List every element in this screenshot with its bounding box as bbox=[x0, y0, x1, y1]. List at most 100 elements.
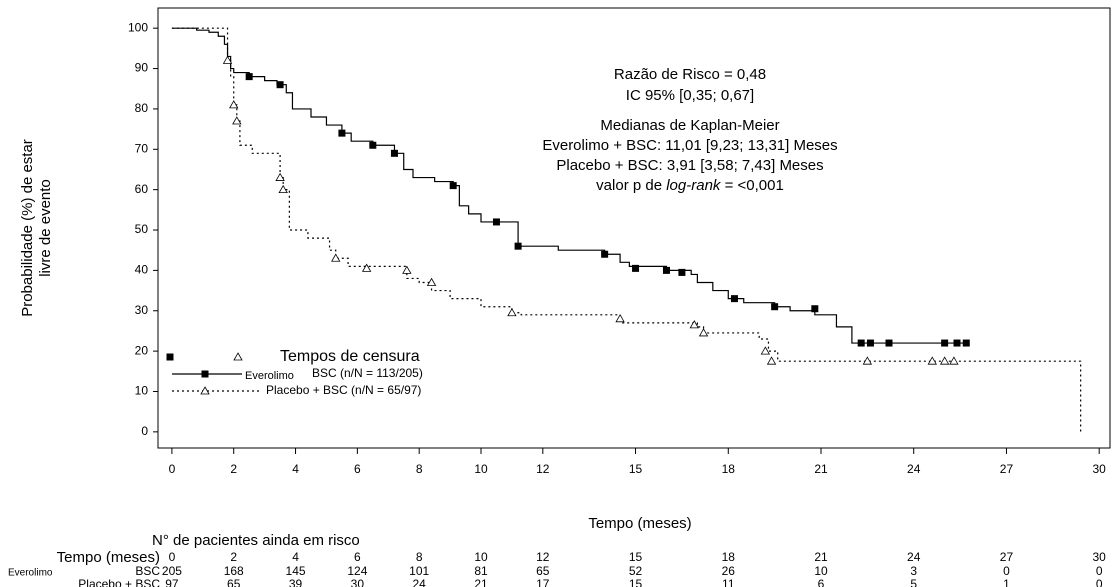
survival-curve bbox=[171, 27, 970, 344]
y-tick-label: 20 bbox=[135, 343, 149, 357]
survival-curve bbox=[171, 27, 1082, 432]
censor-mark bbox=[689, 320, 699, 329]
risk-table-row-label: Everolimo bbox=[8, 568, 53, 579]
x-tick-label: 27 bbox=[1000, 462, 1014, 476]
censor-mark bbox=[866, 339, 874, 347]
risk-table-time: 0 bbox=[169, 550, 176, 564]
x-tick-label: 18 bbox=[722, 462, 736, 476]
risk-table-count: 15 bbox=[629, 577, 643, 587]
risk-table-count: 0 bbox=[1096, 564, 1103, 578]
risk-table-count: 21 bbox=[474, 577, 488, 587]
risk-table-row-label: Placebo + BSC bbox=[78, 577, 160, 587]
risk-table-count: 65 bbox=[536, 564, 550, 578]
x-tick-label: 30 bbox=[1093, 462, 1107, 476]
risk-table-time: 30 bbox=[1093, 550, 1107, 564]
y-axis-label: livre de evento bbox=[37, 179, 54, 277]
risk-table-count: 124 bbox=[347, 564, 367, 578]
annotation: Razão de Risco = 0,48 bbox=[614, 66, 766, 83]
risk-table-time: 6 bbox=[354, 550, 361, 564]
legend-label: BSC (n/N = 113/205) bbox=[312, 366, 423, 380]
risk-table-row-label: BSC bbox=[135, 564, 160, 578]
censor-mark bbox=[331, 253, 341, 262]
risk-table-count: 39 bbox=[289, 577, 303, 587]
risk-table-count: 97 bbox=[165, 577, 179, 587]
risk-table-count: 5 bbox=[910, 577, 917, 587]
risk-table-time: 15 bbox=[629, 550, 643, 564]
risk-table-time: 2 bbox=[230, 550, 237, 564]
censor-mark bbox=[166, 353, 174, 361]
annotation: IC 95% [0,35; 0,67] bbox=[626, 87, 754, 104]
censor-mark bbox=[369, 141, 377, 149]
risk-table-time: 27 bbox=[1000, 550, 1014, 564]
x-tick-label: 24 bbox=[907, 462, 921, 476]
risk-table-time: 21 bbox=[814, 550, 828, 564]
censor-mark bbox=[222, 55, 233, 64]
risk-table-count: 145 bbox=[286, 564, 306, 578]
censor-mark bbox=[514, 242, 522, 250]
annotation: Everolimo + BSC: 11,01 [9,23; 13,31] Mes… bbox=[542, 137, 837, 154]
censor-mark bbox=[953, 339, 961, 347]
risk-table-count: 0 bbox=[1096, 577, 1103, 587]
risk-table-count: 1 bbox=[1003, 577, 1010, 587]
annotation: Placebo + BSC: 3,91 [3,58; 7,43] Meses bbox=[556, 157, 823, 174]
y-tick-label: 70 bbox=[135, 141, 149, 155]
censor-mark bbox=[275, 172, 285, 181]
risk-table-count: 6 bbox=[818, 577, 825, 587]
risk-table-time: 8 bbox=[416, 550, 423, 564]
y-tick-label: 60 bbox=[135, 182, 149, 196]
censor-mark bbox=[232, 116, 242, 125]
censor-mark bbox=[507, 307, 517, 317]
y-tick-label: 80 bbox=[135, 101, 149, 115]
risk-table-count: 81 bbox=[474, 564, 488, 578]
censor-mark bbox=[426, 277, 437, 286]
censor-mark bbox=[390, 149, 398, 157]
censor-mark bbox=[632, 264, 640, 272]
censor-mark bbox=[766, 356, 777, 365]
risk-table-time: 10 bbox=[474, 550, 488, 564]
censor-mark bbox=[730, 295, 738, 303]
censor-mark bbox=[402, 265, 412, 274]
censor-mark bbox=[662, 266, 670, 274]
censor-mark bbox=[885, 339, 893, 347]
censor-mark bbox=[338, 129, 346, 137]
risk-table-count: 168 bbox=[224, 564, 244, 578]
censor-mark bbox=[276, 81, 284, 89]
y-tick-label: 0 bbox=[141, 424, 148, 438]
annotation-part: valor p de bbox=[596, 177, 666, 194]
censor-mark bbox=[233, 352, 243, 361]
censor-mark bbox=[862, 356, 873, 365]
x-tick-label: 12 bbox=[536, 462, 550, 476]
risk-table-count: 205 bbox=[162, 564, 182, 578]
risk-table-time: 4 bbox=[292, 550, 299, 564]
y-tick-label: 10 bbox=[135, 384, 149, 398]
censor-mark bbox=[939, 356, 950, 365]
risk-table-count: 52 bbox=[629, 564, 643, 578]
censor-mark bbox=[601, 250, 609, 258]
y-tick-label: 50 bbox=[135, 222, 149, 236]
censor-mark bbox=[245, 73, 253, 81]
x-tick-label: 0 bbox=[169, 462, 176, 476]
censor-mark bbox=[200, 386, 210, 395]
censor-mark bbox=[278, 184, 288, 194]
risk-table-count: 17 bbox=[536, 577, 550, 587]
annotation-part: = <0,001 bbox=[720, 177, 783, 194]
annotation: valor p de log-rank = <0,001 bbox=[596, 177, 784, 194]
censor-mark bbox=[949, 356, 959, 365]
risk-table-time: 18 bbox=[722, 550, 736, 564]
legend-title: Tempos de censura bbox=[280, 348, 420, 365]
censor-mark bbox=[361, 263, 372, 272]
risk-table-title: N° de pacientes ainda em risco bbox=[152, 532, 360, 549]
risk-table-count: 101 bbox=[409, 564, 429, 578]
x-axis-label: Tempo (meses) bbox=[588, 515, 691, 532]
censor-mark bbox=[615, 314, 625, 323]
censor-mark bbox=[962, 339, 970, 347]
legend-label: Everolimo bbox=[245, 370, 294, 382]
risk-table-count: 30 bbox=[351, 577, 365, 587]
risk-table-count: 24 bbox=[413, 577, 427, 587]
risk-table-count: 0 bbox=[1003, 564, 1010, 578]
censor-mark bbox=[698, 328, 709, 337]
censor-mark bbox=[760, 346, 771, 355]
censor-mark bbox=[927, 356, 937, 365]
censor-mark bbox=[492, 218, 500, 226]
